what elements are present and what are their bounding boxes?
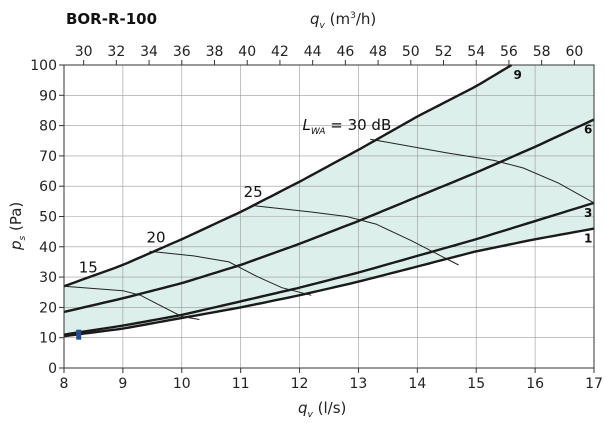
y-tick-label: 10 bbox=[39, 331, 57, 347]
system-curve-9 bbox=[63, 63, 513, 288]
x-tick-label: 16 bbox=[526, 376, 544, 392]
x-tick-label: 12 bbox=[291, 376, 309, 392]
lwa-subscript: WA bbox=[311, 127, 326, 137]
x2-axis-unit-pre: (m bbox=[325, 10, 350, 28]
x2-axis-subscript: v bbox=[320, 21, 326, 31]
x2-tick-label: 32 bbox=[107, 44, 125, 60]
x-axis-unit: (l/s) bbox=[313, 399, 347, 417]
tick-labels: 8 9 10 11 12 13 14 15 16 170102030405060708090100… bbox=[30, 44, 603, 392]
sound-level-lines bbox=[63, 138, 595, 320]
x2-axis-title: qv (m3/h) bbox=[310, 10, 376, 31]
x2-tick-label: 38 bbox=[206, 44, 224, 60]
x-tick-label: 8 bbox=[60, 376, 69, 392]
x-tick-label: 9 bbox=[118, 376, 127, 392]
x-tick-label: 14 bbox=[408, 376, 426, 392]
operating-point-marker bbox=[76, 329, 82, 340]
sound-line-2 bbox=[255, 205, 459, 266]
x-tick-label: 17 bbox=[585, 376, 603, 392]
system-curve-3 bbox=[63, 201, 595, 336]
x-tick-label: 11 bbox=[232, 376, 250, 392]
x2-tick-label: 36 bbox=[173, 44, 191, 60]
sound-line-3 bbox=[370, 138, 595, 204]
lwa-symbol: L bbox=[303, 116, 311, 134]
x2-tick-label: 58 bbox=[533, 44, 551, 60]
sound-line-0 bbox=[63, 285, 200, 320]
x2-tick-label: 30 bbox=[75, 44, 93, 60]
x2-tick-label: 60 bbox=[565, 44, 583, 60]
operating-area bbox=[64, 65, 594, 337]
y-axis-unit: (Pa) bbox=[7, 202, 25, 236]
x2-tick-label: 46 bbox=[336, 44, 354, 60]
x2-tick-label: 54 bbox=[467, 44, 485, 60]
iso-label-15: 15 bbox=[79, 259, 98, 277]
y-tick-label: 50 bbox=[39, 210, 57, 226]
x2-tick-label: 52 bbox=[435, 44, 453, 60]
x2-tick-label: 40 bbox=[238, 44, 256, 60]
y-tick-label: 100 bbox=[30, 58, 57, 74]
y-tick-label: 60 bbox=[39, 179, 57, 195]
x-tick-label: 15 bbox=[467, 376, 485, 392]
iso-label-25: 25 bbox=[244, 183, 263, 201]
x-axis-title: qv (l/s) bbox=[298, 399, 346, 420]
x2-tick-label: 42 bbox=[271, 44, 289, 60]
x-axis-symbol: q bbox=[298, 399, 308, 417]
y-axis-title: ps (Pa) bbox=[7, 202, 28, 251]
system-curve-6 bbox=[63, 118, 595, 314]
curve-label-1: 1 bbox=[584, 232, 592, 246]
curve-label-9: 9 bbox=[514, 68, 522, 82]
x2-axis-symbol: q bbox=[310, 10, 320, 28]
y-axis-symbol: p bbox=[7, 240, 25, 251]
lwa-label: LWA = 30 dB bbox=[303, 116, 392, 137]
iso-label-20: 20 bbox=[146, 228, 165, 246]
x2-axis-unit-post: /h) bbox=[356, 10, 376, 28]
y-tick-label: 90 bbox=[39, 88, 57, 104]
x2-tick-label: 34 bbox=[140, 44, 158, 60]
system-curve-1 bbox=[63, 227, 595, 338]
y-tick-label: 80 bbox=[39, 119, 57, 135]
lwa-value: = 30 dB bbox=[325, 116, 391, 134]
x2-tick-label: 50 bbox=[402, 44, 420, 60]
y-axis-subscript: s bbox=[18, 235, 28, 240]
y-tick-label: 30 bbox=[39, 270, 57, 286]
x2-axis-unit-sup: 3 bbox=[350, 11, 356, 21]
x-tick-label: 13 bbox=[350, 376, 368, 392]
x-tick-label: 10 bbox=[173, 376, 191, 392]
x-axis-subscript: v bbox=[308, 410, 314, 420]
y-tick-label: 0 bbox=[48, 361, 57, 377]
chart-title: BOR-R-100 bbox=[66, 10, 157, 28]
y-tick-label: 40 bbox=[39, 240, 57, 256]
sound-line-1 bbox=[149, 250, 312, 296]
operating-area-fill bbox=[64, 65, 594, 337]
x2-tick-label: 48 bbox=[369, 44, 387, 60]
x2-tick-label: 56 bbox=[500, 44, 518, 60]
curve-label-6: 6 bbox=[584, 123, 592, 137]
y-tick-label: 70 bbox=[39, 149, 57, 165]
axes bbox=[59, 60, 595, 373]
system-curves bbox=[63, 63, 595, 338]
x2-tick-label: 44 bbox=[304, 44, 322, 60]
y-tick-label: 20 bbox=[39, 300, 57, 316]
curve-label-3: 3 bbox=[584, 206, 592, 220]
